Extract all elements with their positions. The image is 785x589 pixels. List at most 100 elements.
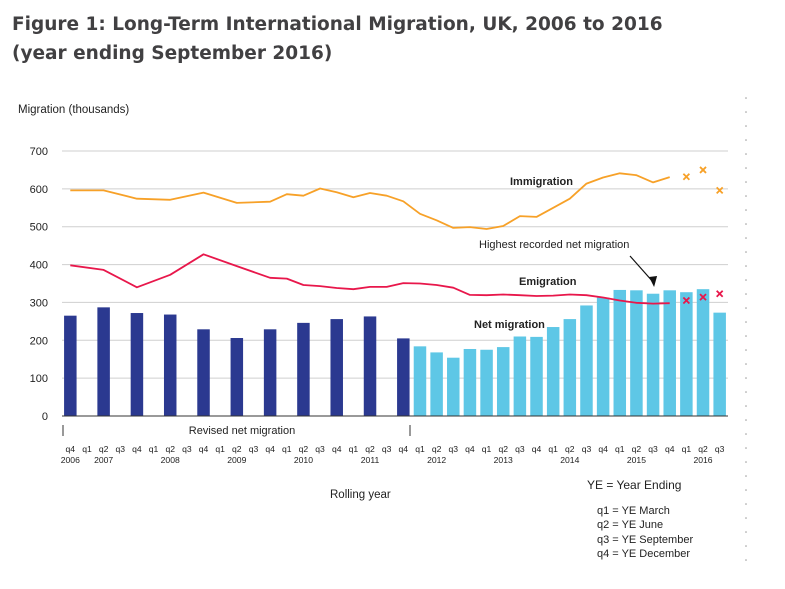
year-label-2014: 2014 xyxy=(560,455,579,465)
bar-q3-2015 xyxy=(646,293,660,416)
quarter-label-q1-2007: q1 xyxy=(82,444,92,454)
quarter-label-q4-2013: q4 xyxy=(532,444,542,454)
quarter-label-q2-2011: q2 xyxy=(365,444,375,454)
quarter-label-q1-2009: q1 xyxy=(215,444,225,454)
quarter-label-q3-2015: q3 xyxy=(648,444,658,454)
note-year-ending: YE = Year Ending xyxy=(587,478,682,492)
quarter-label-q2-2010: q2 xyxy=(299,444,309,454)
note-q2: q2 = YE June xyxy=(597,519,664,531)
quarter-label-q2-2016: q2 xyxy=(698,444,708,454)
bar-q2-2013 xyxy=(496,347,510,416)
edge-dot xyxy=(745,321,747,323)
bar-q2-2008 xyxy=(163,314,177,416)
quarter-label-q4-2007: q4 xyxy=(132,444,142,454)
quarter-label-q1-2012: q1 xyxy=(415,444,425,454)
bar-q3-2014 xyxy=(580,305,593,416)
y-axis-title: Migration (thousands) xyxy=(18,104,129,116)
bar-q4-2010 xyxy=(330,319,343,416)
edge-dot xyxy=(745,153,747,155)
edge-dot xyxy=(745,391,747,393)
edge-dot xyxy=(745,265,747,267)
edge-dot xyxy=(745,517,747,519)
bar-q2-2015 xyxy=(630,290,643,416)
edge-dot xyxy=(745,447,747,449)
net-migration-bars xyxy=(64,289,726,416)
edge-dot xyxy=(745,335,747,337)
quarter-label-q4-2014: q4 xyxy=(598,444,608,454)
quarter-label-q2-2015: q2 xyxy=(632,444,642,454)
quarter-label-q4-2008: q4 xyxy=(199,444,209,454)
edge-dot xyxy=(745,167,747,169)
bar-q2-2016 xyxy=(696,289,710,416)
bar-q3-2012 xyxy=(447,357,460,416)
bar-q2-2010 xyxy=(297,322,310,416)
bar-q4-2006 xyxy=(64,315,77,416)
y-tick-label-100: 100 xyxy=(30,373,48,385)
highest-net-migration-label: Highest recorded net migration xyxy=(479,239,629,251)
emigration-label: Emigration xyxy=(519,276,577,288)
migration-lines xyxy=(70,172,670,305)
quarter-label-q3-2007: q3 xyxy=(115,444,125,454)
quarter-label-q3-2013: q3 xyxy=(515,444,525,454)
quarter-label-q2-2008: q2 xyxy=(165,444,175,454)
edge-dot xyxy=(745,111,747,113)
emigration-line xyxy=(70,253,670,305)
y-tick-label-700: 700 xyxy=(30,146,48,158)
quarter-label-q4-2006: q4 xyxy=(66,444,76,454)
bar-q4-2013 xyxy=(530,336,543,416)
edge-dot xyxy=(745,307,747,309)
gridlines xyxy=(62,150,728,417)
year-label-2012: 2012 xyxy=(427,455,446,465)
immigration-marker-q1-2016 xyxy=(682,173,691,181)
bar-q2-2009 xyxy=(230,338,244,416)
bar-q1-2015 xyxy=(613,289,627,416)
bar-q4-2009 xyxy=(263,329,277,416)
emigration-marker-q1-2016 xyxy=(682,296,691,305)
x-axis-labels: q4 q1 q2 q3 q4 q1 q2 q3 q4 q1 q2 q3 q4 q1 q2 q3 q4 q1 q2 q3… xyxy=(61,444,725,465)
quarter-label-q3-2014: q3 xyxy=(582,444,592,454)
quarter-label-q4-2011: q4 xyxy=(399,444,409,454)
edge-dot xyxy=(745,489,747,491)
bar-q1-2014 xyxy=(546,327,560,416)
year-label-2015: 2015 xyxy=(627,455,646,465)
bar-q4-2015 xyxy=(663,290,676,416)
year-label-2007: 2007 xyxy=(94,455,113,465)
revised-bracket: Revised net migration xyxy=(62,425,411,437)
edge-dot xyxy=(745,363,747,365)
year-label-2013: 2013 xyxy=(494,455,513,465)
bar-q3-2016 xyxy=(713,312,726,416)
edge-dot xyxy=(745,223,747,225)
quarter-label-q3-2008: q3 xyxy=(182,444,192,454)
quarter-label-q4-2010: q4 xyxy=(332,444,342,454)
quarter-label-q2-2012: q2 xyxy=(432,444,442,454)
y-tick-label-300: 300 xyxy=(30,297,48,309)
revised-net-migration-label: Revised net migration xyxy=(189,425,295,437)
edge-dot xyxy=(745,349,747,351)
quarter-label-q2-2009: q2 xyxy=(232,444,242,454)
highest-arrow-shaft xyxy=(629,255,654,283)
edge-dot xyxy=(745,377,747,379)
edge-dot xyxy=(745,237,747,239)
quarter-label-q4-2009: q4 xyxy=(265,444,275,454)
y-tick-label-400: 400 xyxy=(30,260,48,272)
note-q1: q1 = YE March xyxy=(597,505,670,517)
quarter-label-q3-2011: q3 xyxy=(382,444,392,454)
year-label-2008: 2008 xyxy=(161,455,180,465)
edge-dot xyxy=(745,419,747,421)
x-axis-title: Rolling year xyxy=(330,489,391,501)
edge-dot xyxy=(745,293,747,295)
quarter-label-q1-2013: q1 xyxy=(482,444,492,454)
edge-dot xyxy=(745,433,747,435)
bar-q1-2016 xyxy=(680,292,693,416)
quarter-label-q1-2015: q1 xyxy=(615,444,625,454)
right-edge-dots xyxy=(745,97,747,561)
quarter-label-q1-2014: q1 xyxy=(548,444,558,454)
note-q3: q3 = YE September xyxy=(597,534,694,546)
bar-q2-2011 xyxy=(363,316,377,416)
quarter-label-q1-2010: q1 xyxy=(282,444,292,454)
bar-q4-2014 xyxy=(596,297,610,416)
quarter-label-q1-2008: q1 xyxy=(149,444,159,454)
quarter-label-q3-2016: q3 xyxy=(715,444,725,454)
chart-annotations: Immigration Emigration Net migration Highes… xyxy=(474,176,658,331)
